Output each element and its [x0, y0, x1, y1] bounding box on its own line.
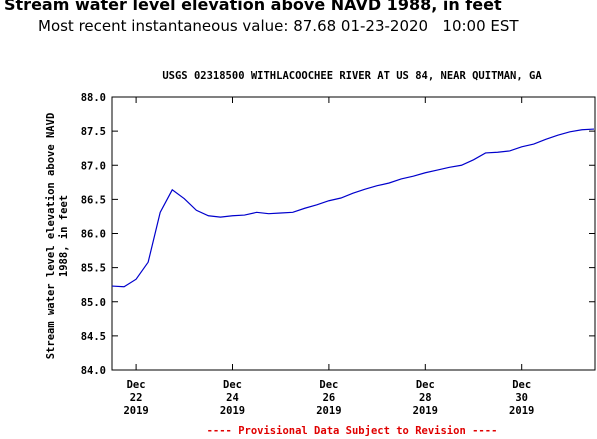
- x-tick-label: 22: [130, 392, 143, 404]
- y-tick-label: 87.0: [81, 160, 106, 172]
- chart-title: USGS 02318500 WITHLACOOCHEE RIVER AT US …: [162, 70, 542, 82]
- y-tick-label: 84.5: [81, 331, 106, 343]
- page-subtitle: Most recent instantaneous value: 87.68 0…: [38, 17, 519, 35]
- x-tick-label: Dec: [223, 379, 242, 391]
- x-tick-label: 2019: [220, 405, 245, 417]
- y-tick-label: 87.5: [81, 126, 106, 138]
- x-tick-label: 26: [323, 392, 336, 404]
- x-tick-label: Dec: [512, 379, 531, 391]
- x-tick-label: Dec: [319, 379, 338, 391]
- x-tick-label: 2019: [509, 405, 534, 417]
- plot-frame: [111, 96, 596, 371]
- footer: ---- Provisional Data Subject to Revisio…: [207, 425, 498, 437]
- x-tick-label: 24: [226, 392, 239, 404]
- x-tick-label: 2019: [413, 405, 438, 417]
- y-tick-label: 85.5: [81, 263, 106, 275]
- page-title: Stream water level elevation above NAVD …: [4, 0, 502, 14]
- data-line: [111, 128, 595, 288]
- y-axis-label: Stream water level elevation above NAVD: [45, 113, 57, 360]
- y-tick-label: 85.0: [81, 297, 106, 309]
- y-axis-label: 1988, in feet: [58, 195, 70, 277]
- y-tick-label: 88.0: [81, 92, 106, 104]
- y-tick-label: 86.5: [81, 194, 106, 206]
- x-tick-label: 30: [515, 392, 528, 404]
- y-tick-label: 86.0: [81, 229, 106, 241]
- x-tick-label: 2019: [123, 405, 148, 417]
- x-tick-label: 2019: [316, 405, 341, 417]
- y-tick-label: 84.0: [81, 365, 106, 377]
- x-tick-label: 28: [419, 392, 432, 404]
- x-tick-label: Dec: [416, 379, 435, 391]
- x-tick-label: Dec: [127, 379, 146, 391]
